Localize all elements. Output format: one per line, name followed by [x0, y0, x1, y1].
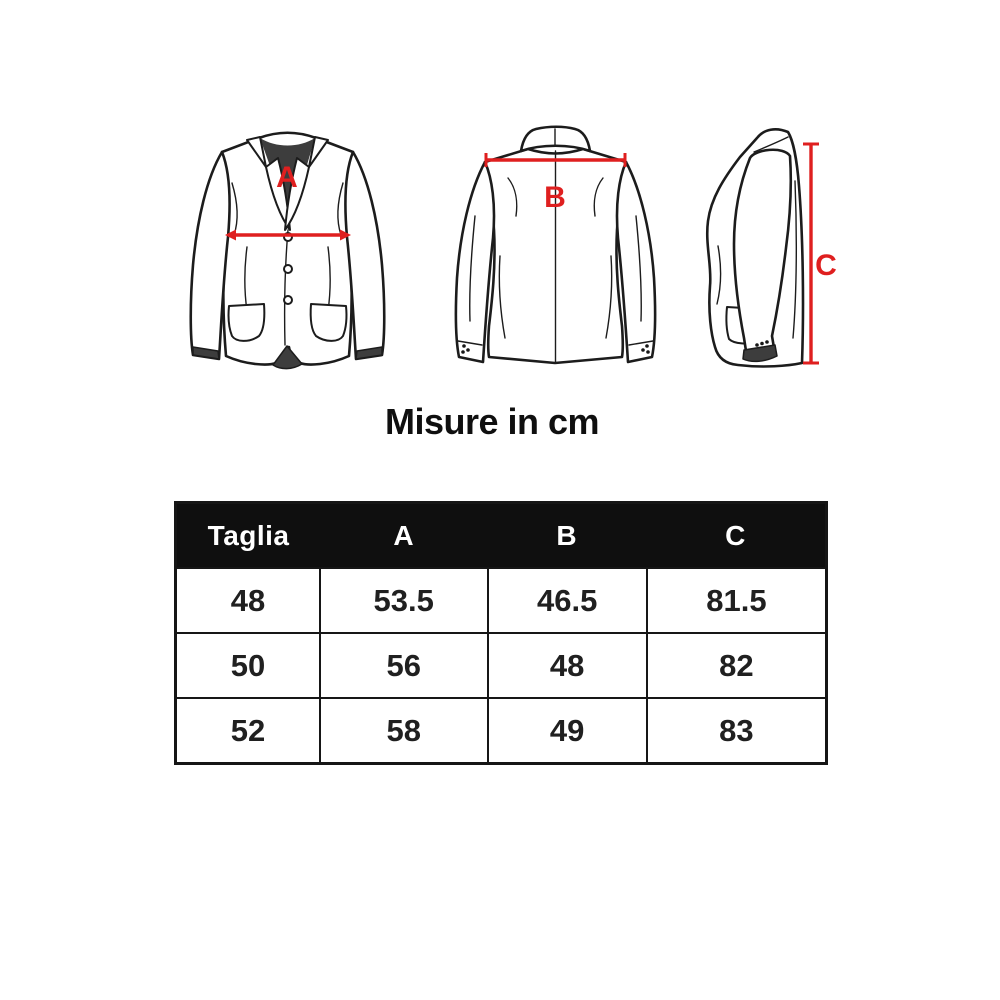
jacket-front-outline	[189, 131, 386, 370]
jacket-side-outline	[705, 128, 805, 368]
table-cell: 81.5	[645, 569, 825, 632]
table-cell: 46.5	[486, 569, 646, 632]
table-header-row: Taglia A B C	[177, 504, 825, 567]
front-left-pocket	[227, 303, 266, 342]
table-cell: 49	[486, 699, 646, 762]
table-row: 52 58 49 83	[177, 697, 825, 762]
table-cell: 53.5	[318, 569, 487, 632]
table-header-cell: C	[725, 519, 746, 551]
table-cell: 50	[230, 647, 266, 683]
measurement-label-a: A	[276, 161, 298, 194]
table-cell: 82	[645, 634, 825, 697]
measurement-label-b: B	[544, 181, 566, 214]
front-right-pocket	[309, 303, 348, 342]
jacket-front-illustration: A	[189, 131, 386, 370]
table-row: 48 53.5 46.5 81.5	[177, 567, 825, 632]
front-right-cuff	[355, 346, 383, 360]
measurement-line-b: B	[484, 153, 627, 214]
page-title: Misure in cm	[384, 401, 600, 442]
table-cell: 58	[318, 699, 487, 762]
measurement-line-a: A	[225, 161, 351, 241]
front-button	[283, 295, 293, 305]
measurement-line-c: C	[803, 142, 837, 365]
measurement-label-c: C	[815, 249, 837, 282]
table-header-cell: A	[393, 519, 415, 551]
table-cell: 83	[645, 699, 825, 762]
table-header-cell: B	[556, 519, 578, 551]
front-neck-opening	[260, 138, 315, 222]
jacket-side-illustration: C	[705, 128, 837, 368]
table-cell: 56	[318, 634, 487, 697]
size-table: Taglia A B C 48 53.5 46.5 81.5 50 56 48 82 52 58 49 83	[174, 501, 828, 765]
side-cuff	[742, 344, 778, 363]
table-cell: 48	[486, 634, 646, 697]
table-cell: 48	[230, 582, 266, 618]
table-row: 50 56 48 82	[177, 632, 825, 697]
table-body: 48 53.5 46.5 81.5 50 56 48 82 52 58 49 83	[177, 567, 825, 762]
jacket-back-outline	[454, 125, 657, 365]
table-header-cell: Taglia	[207, 519, 290, 551]
jacket-back-illustration: B	[454, 125, 657, 365]
front-left-cuff	[192, 346, 220, 360]
table-cell: 52	[230, 712, 266, 748]
front-button	[283, 264, 293, 274]
